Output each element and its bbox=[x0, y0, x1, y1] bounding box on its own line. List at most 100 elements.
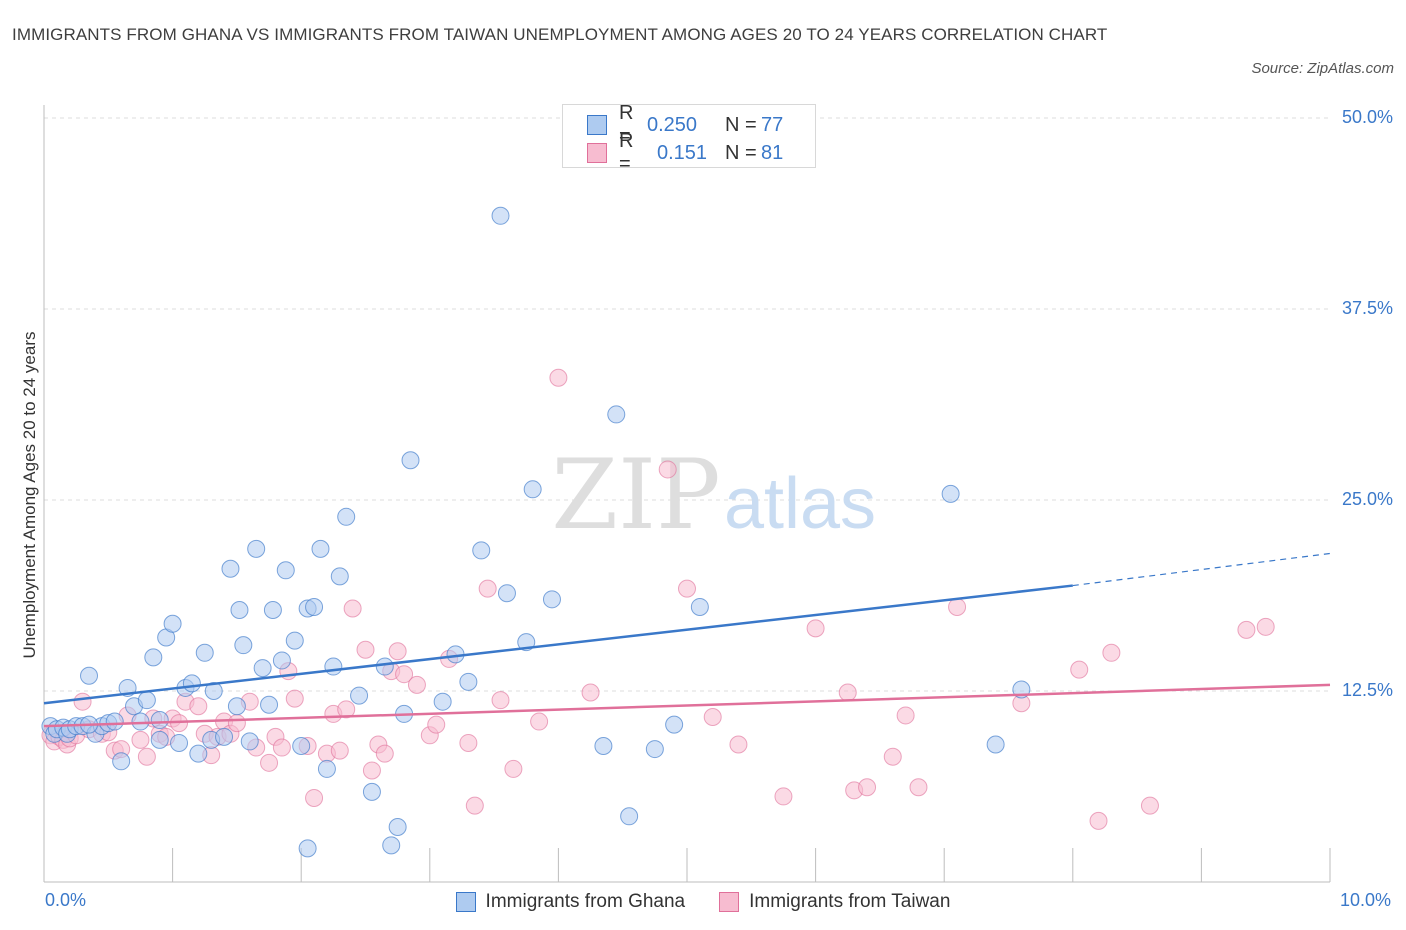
ghana-point bbox=[144, 648, 163, 667]
ghana-point bbox=[112, 752, 131, 771]
taiwan-point bbox=[305, 788, 324, 807]
taiwan-point bbox=[407, 675, 426, 694]
ghana-point bbox=[607, 405, 626, 424]
taiwan-point bbox=[285, 689, 304, 708]
ghana-point bbox=[690, 597, 709, 616]
ghana-point bbox=[131, 712, 150, 731]
taiwan-point bbox=[896, 706, 915, 725]
x-tick-label-min: 0.0% bbox=[45, 890, 87, 910]
ghana-point bbox=[292, 737, 311, 756]
x-tick-label-max: 10.0% bbox=[1340, 890, 1392, 910]
taiwan-point bbox=[581, 683, 600, 702]
taiwan-point bbox=[883, 747, 902, 766]
stats-legend: R = 0.250 N = 77 R = 0.151 N = 81 bbox=[562, 102, 816, 175]
taiwan-point bbox=[678, 579, 696, 598]
ghana-trend-extension bbox=[1072, 552, 1331, 587]
ghana-point bbox=[150, 711, 169, 730]
ghana-point bbox=[375, 657, 394, 676]
watermark-zip: ZIP bbox=[551, 439, 720, 551]
taiwan-point bbox=[530, 712, 549, 731]
ghana-point bbox=[350, 686, 369, 705]
r-label: R = bbox=[619, 102, 634, 147]
ghana-point bbox=[311, 539, 330, 558]
ghana-point bbox=[401, 451, 420, 470]
stats-row-ghana: R = 0.250 N = 77 bbox=[587, 102, 784, 147]
taiwan-point bbox=[838, 683, 857, 702]
series-legend: Immigrants from Ghana Immigrants from Ta… bbox=[0, 888, 1406, 916]
ghana-point bbox=[247, 539, 266, 558]
ghana-point bbox=[189, 744, 208, 763]
ghana-point bbox=[263, 601, 282, 620]
ghana-point bbox=[80, 666, 99, 685]
ghana-point bbox=[276, 561, 295, 580]
taiwan-point bbox=[330, 741, 349, 760]
y-tick-label: 50.0% bbox=[1341, 107, 1393, 127]
ghana-point bbox=[285, 631, 304, 650]
ghana-point bbox=[433, 692, 452, 711]
ghana-point bbox=[362, 782, 381, 801]
taiwan-point bbox=[1237, 620, 1256, 639]
taiwan-point bbox=[465, 796, 484, 815]
y-axis-label: Unemployment Among Ages 20 to 24 years bbox=[20, 331, 39, 659]
ghana-point bbox=[388, 817, 407, 836]
chart-title: IMMIGRANTS FROM GHANA VS IMMIGRANTS FROM… bbox=[12, 25, 1108, 44]
ghana-point bbox=[298, 839, 317, 858]
taiwan-point bbox=[1102, 643, 1121, 662]
taiwan-point bbox=[658, 460, 677, 479]
taiwan-point bbox=[948, 597, 967, 616]
taiwan-point bbox=[909, 778, 928, 797]
ghana-point bbox=[497, 584, 516, 603]
taiwan-point bbox=[427, 715, 446, 734]
ghana-point bbox=[163, 614, 182, 633]
source-label: Source: ZipAtlas.com bbox=[1251, 60, 1394, 77]
ghana-point bbox=[170, 733, 189, 752]
ghana-point bbox=[542, 590, 561, 609]
ghana-point bbox=[234, 636, 253, 655]
ghana-point bbox=[137, 691, 156, 710]
ghana-point bbox=[260, 695, 279, 714]
taiwan-point bbox=[343, 599, 362, 618]
legend-item-ghana[interactable]: Immigrants from Ghana bbox=[455, 891, 685, 913]
taiwan-point bbox=[131, 730, 150, 749]
ghana-point bbox=[230, 601, 249, 620]
taiwan-point bbox=[1070, 660, 1089, 679]
r-value: 0.151 bbox=[657, 141, 708, 164]
taiwan-point bbox=[189, 697, 208, 716]
taiwan-point bbox=[388, 642, 407, 661]
ghana-point bbox=[337, 507, 356, 526]
r-label: R = bbox=[619, 130, 634, 175]
ghana-swatch bbox=[587, 115, 607, 135]
taiwan-point bbox=[260, 753, 279, 772]
taiwan-point bbox=[395, 665, 414, 684]
ghana-point bbox=[150, 730, 169, 749]
taiwan-point bbox=[774, 787, 793, 806]
ghana-point bbox=[105, 712, 124, 731]
taiwan-point bbox=[73, 692, 92, 711]
ghana-point bbox=[253, 659, 272, 678]
n-label: N = bbox=[725, 141, 757, 164]
ghana-point bbox=[986, 735, 1005, 754]
taiwan-point bbox=[806, 619, 825, 638]
taiwan-trend-line bbox=[43, 683, 1331, 728]
n-value: 77 bbox=[761, 113, 784, 136]
n-value: 81 bbox=[761, 141, 784, 164]
legend-item-taiwan[interactable]: Immigrants from Taiwan bbox=[719, 891, 950, 913]
taiwan-point bbox=[729, 735, 748, 754]
watermark: ZIP atlas bbox=[551, 439, 876, 551]
taiwan-point bbox=[858, 778, 877, 797]
ghana-point bbox=[523, 480, 542, 499]
ghana-point bbox=[382, 836, 401, 855]
taiwan-point bbox=[1140, 796, 1159, 815]
ghana-point bbox=[941, 484, 960, 503]
ghana-point bbox=[472, 541, 491, 560]
ghana-point bbox=[215, 727, 234, 746]
taiwan-point bbox=[356, 640, 375, 659]
watermark-atlas: atlas bbox=[724, 464, 876, 544]
ghana-point bbox=[240, 732, 259, 751]
taiwan-point bbox=[491, 691, 510, 710]
ghana-point bbox=[645, 740, 664, 759]
ghana-point bbox=[459, 672, 478, 691]
ghana-trend-line bbox=[43, 584, 1073, 705]
taiwan-point bbox=[362, 761, 381, 780]
